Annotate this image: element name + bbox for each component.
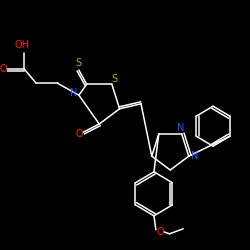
Text: OH: OH bbox=[15, 40, 30, 50]
Text: N: N bbox=[70, 88, 78, 98]
Text: N: N bbox=[191, 151, 198, 161]
Text: O: O bbox=[75, 129, 83, 139]
Text: N: N bbox=[177, 123, 184, 133]
Text: O: O bbox=[157, 227, 164, 237]
Text: S: S bbox=[76, 58, 82, 68]
Text: O: O bbox=[0, 64, 7, 74]
Text: S: S bbox=[112, 74, 118, 84]
